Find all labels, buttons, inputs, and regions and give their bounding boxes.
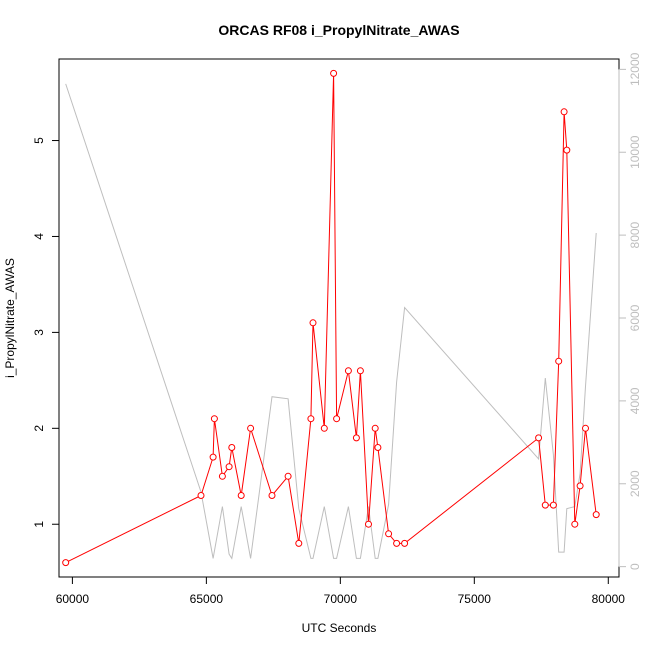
data-point <box>225 463 233 471</box>
data-point <box>344 367 352 375</box>
data-point <box>247 424 255 432</box>
data-point <box>218 472 226 480</box>
data-point <box>284 472 292 480</box>
y-tick-label: 1 <box>32 521 46 528</box>
data-point <box>330 69 338 77</box>
data-point <box>563 146 571 154</box>
data-point <box>393 539 401 547</box>
data-point <box>209 453 217 461</box>
x-axis-label: UTC Seconds <box>302 621 377 635</box>
data-point <box>309 319 317 327</box>
y2-tick-label: 2000 <box>628 470 642 497</box>
data-point <box>295 539 303 547</box>
data-point <box>541 501 549 509</box>
y2-tick-label: 12000 <box>628 52 642 86</box>
y2-tick-label: 10000 <box>628 135 642 169</box>
data-point <box>571 520 579 528</box>
x-tick-label: 70000 <box>324 592 358 606</box>
data-point <box>307 415 315 423</box>
data-point <box>62 559 70 567</box>
data-point <box>320 424 328 432</box>
data-point <box>555 357 563 365</box>
x-tick-label: 65000 <box>190 592 224 606</box>
y-tick-label: 5 <box>32 137 46 144</box>
data-point <box>560 108 568 116</box>
data-point <box>371 424 379 432</box>
x-axis: 60000 65000 70000 75000 80000 <box>56 576 626 606</box>
data-point <box>535 434 543 442</box>
x-tick-label: 60000 <box>56 592 90 606</box>
data-point <box>549 501 557 509</box>
x-tick-label: 75000 <box>458 592 492 606</box>
data-point <box>365 520 372 528</box>
y-axis-right: 0 2000 4000 6000 8000 10000 12000 <box>618 52 642 570</box>
series-layer <box>62 69 600 567</box>
y2-tick-label: 0 <box>628 563 642 570</box>
y-axis-label: i_PropylNitrate_AWAS <box>3 258 17 378</box>
y2-tick-label: 8000 <box>628 221 642 248</box>
x-tick-label: 80000 <box>592 592 626 606</box>
y-tick-label: 2 <box>32 425 46 432</box>
y-tick-label: 3 <box>32 329 46 336</box>
y-axis-left: 1 2 3 4 5 <box>32 137 60 528</box>
data-point <box>237 492 245 499</box>
y2-tick-label: 6000 <box>628 304 642 331</box>
data-point <box>228 444 236 451</box>
data-point <box>333 415 341 423</box>
data-point <box>385 530 393 538</box>
data-point <box>576 482 584 490</box>
data-point <box>592 511 600 519</box>
series-line-right <box>65 83 597 560</box>
data-point <box>197 492 205 499</box>
data-point <box>582 424 589 432</box>
y-tick-label: 4 <box>32 233 46 240</box>
data-point <box>374 444 382 451</box>
data-point <box>352 434 360 442</box>
data-point <box>356 367 364 375</box>
data-point <box>210 415 218 423</box>
data-point <box>268 492 276 499</box>
series-line-left <box>65 73 597 564</box>
chart-title: ORCAS RF08 i_PropylNitrate_AWAS <box>218 22 459 38</box>
data-point <box>401 539 409 547</box>
y2-tick-label: 4000 <box>628 387 642 414</box>
